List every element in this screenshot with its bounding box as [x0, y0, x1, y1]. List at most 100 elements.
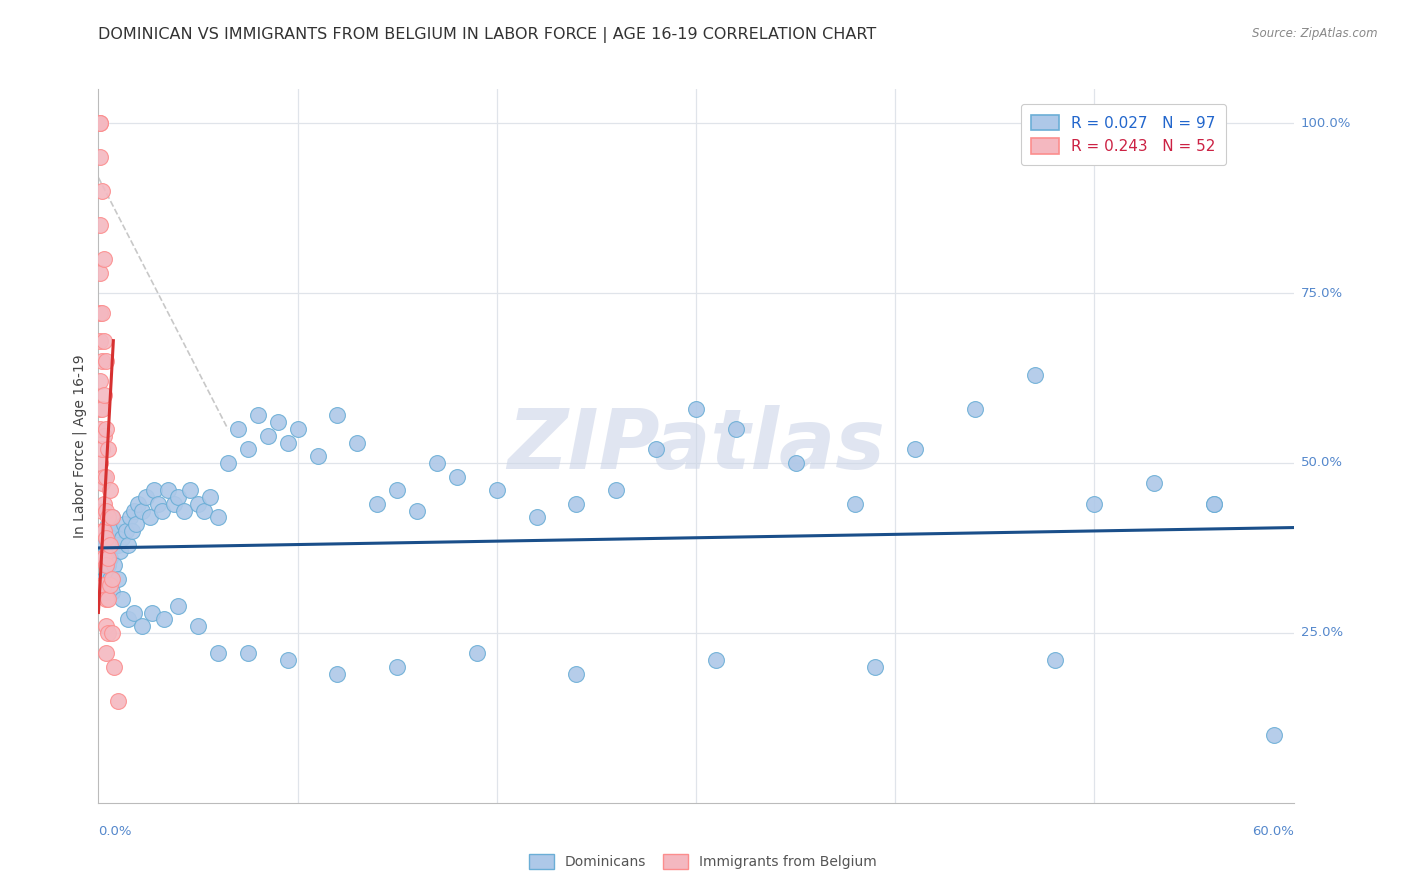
Point — [406, 503, 429, 517]
Point — [98, 572, 122, 586]
Point — [101, 510, 124, 524]
Point — [101, 510, 124, 524]
Point — [198, 490, 221, 504]
Point — [110, 544, 132, 558]
Point — [97, 591, 120, 606]
Point — [785, 456, 807, 470]
Point — [963, 401, 986, 416]
Point — [385, 483, 409, 498]
Point — [844, 497, 866, 511]
Point — [98, 578, 122, 592]
Point — [346, 435, 368, 450]
Point — [96, 544, 118, 558]
Point — [143, 483, 166, 498]
Point — [96, 354, 118, 368]
Point — [93, 551, 115, 566]
Point — [101, 572, 124, 586]
Point — [115, 524, 138, 538]
Point — [135, 490, 157, 504]
Point — [111, 591, 134, 606]
Point — [91, 537, 114, 551]
Point — [91, 578, 114, 592]
Point — [93, 524, 115, 538]
Point — [96, 531, 118, 545]
Point — [91, 354, 114, 368]
Point — [125, 517, 148, 532]
Point — [101, 531, 124, 545]
Point — [89, 116, 111, 130]
Point — [865, 660, 887, 674]
Point — [256, 429, 278, 443]
Point — [96, 503, 118, 517]
Text: 75.0%: 75.0% — [1301, 286, 1343, 300]
Point — [93, 388, 115, 402]
Point — [117, 612, 139, 626]
Point — [167, 490, 190, 504]
Point — [326, 409, 349, 423]
Point — [89, 150, 111, 164]
Point — [91, 524, 114, 538]
Point — [157, 483, 180, 498]
Point — [153, 612, 176, 626]
Text: 60.0%: 60.0% — [1251, 825, 1294, 838]
Point — [91, 184, 114, 198]
Point — [107, 572, 129, 586]
Text: DOMINICAN VS IMMIGRANTS FROM BELGIUM IN LABOR FORCE | AGE 16-19 CORRELATION CHAR: DOMINICAN VS IMMIGRANTS FROM BELGIUM IN … — [98, 27, 877, 43]
Point — [93, 429, 115, 443]
Point — [91, 476, 114, 491]
Point — [120, 510, 142, 524]
Point — [98, 483, 122, 498]
Point — [89, 334, 111, 348]
Point — [103, 537, 125, 551]
Point — [1263, 728, 1285, 742]
Point — [163, 497, 186, 511]
Point — [91, 306, 114, 320]
Point — [366, 497, 388, 511]
Point — [97, 537, 120, 551]
Point — [89, 401, 111, 416]
Point — [97, 442, 120, 457]
Point — [207, 510, 229, 524]
Point — [96, 619, 118, 633]
Point — [141, 606, 163, 620]
Text: 0.0%: 0.0% — [98, 825, 132, 838]
Text: ZIPatlas: ZIPatlas — [508, 406, 884, 486]
Point — [167, 599, 190, 613]
Point — [124, 606, 146, 620]
Point — [93, 524, 115, 538]
Point — [91, 442, 114, 457]
Point — [150, 503, 173, 517]
Point — [1143, 476, 1166, 491]
Point — [89, 116, 111, 130]
Point — [107, 537, 129, 551]
Point — [173, 503, 195, 517]
Point — [645, 442, 668, 457]
Point — [105, 524, 128, 538]
Point — [93, 572, 115, 586]
Point — [565, 497, 588, 511]
Point — [93, 551, 115, 566]
Text: Source: ZipAtlas.com: Source: ZipAtlas.com — [1253, 27, 1378, 40]
Point — [277, 435, 299, 450]
Point — [91, 551, 114, 566]
Point — [89, 266, 111, 280]
Point — [98, 524, 122, 538]
Point — [236, 646, 259, 660]
Point — [526, 510, 548, 524]
Point — [117, 537, 139, 551]
Point — [326, 666, 349, 681]
Point — [89, 422, 111, 436]
Point — [103, 558, 125, 572]
Point — [131, 619, 153, 633]
Point — [179, 483, 201, 498]
Point — [97, 558, 120, 572]
Point — [605, 483, 627, 498]
Point — [1202, 497, 1225, 511]
Point — [97, 626, 120, 640]
Point — [1083, 497, 1105, 511]
Point — [91, 503, 114, 517]
Point — [131, 503, 153, 517]
Y-axis label: In Labor Force | Age 16-19: In Labor Force | Age 16-19 — [73, 354, 87, 538]
Point — [121, 524, 143, 538]
Point — [93, 469, 115, 483]
